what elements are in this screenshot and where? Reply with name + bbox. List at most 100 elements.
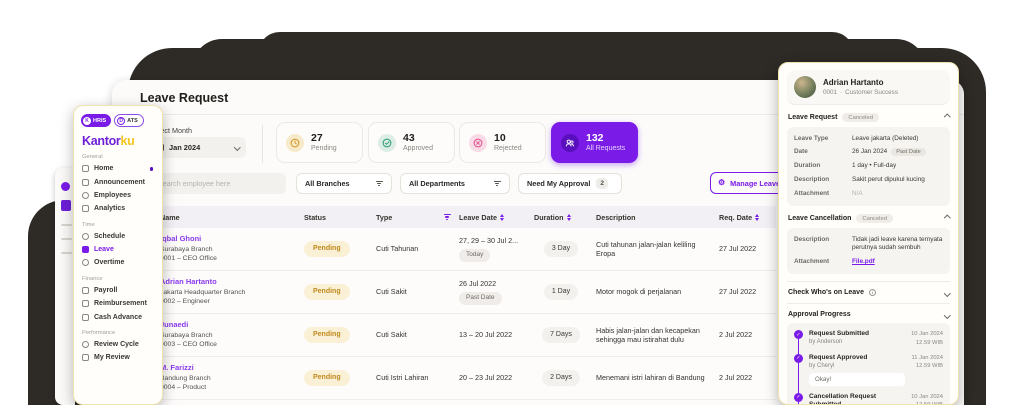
need-my-approval-filter[interactable]: Need My Approval 2: [518, 173, 622, 194]
sidebar-item-review-cycle[interactable]: Review Cycle: [81, 338, 155, 351]
employee-name-link[interactable]: Adrian Hartanto: [160, 277, 217, 287]
column-header-status[interactable]: Status: [304, 212, 326, 222]
section-label: General: [82, 154, 103, 160]
users-icon: [561, 133, 579, 152]
stat-card-pending[interactable]: 27 Pending: [276, 122, 363, 163]
table-row[interactable]: M. Farizzi Bandung Branch 0004 – Product P…: [150, 357, 776, 400]
table-row[interactable]: Adrian Hartanto Jakarta Headquarter Branc…: [150, 271, 776, 314]
approval-progress-header[interactable]: Approval Progress: [788, 311, 950, 319]
step-actor: by Cheryl: [809, 362, 835, 369]
sidebar-item-payroll[interactable]: Payroll: [81, 284, 155, 297]
employee-branch: Jakarta Headquarter Branch: [160, 289, 246, 297]
employee-name-link[interactable]: Junaedi: [160, 320, 189, 330]
employee-name-link[interactable]: M. Farizzi: [160, 363, 194, 373]
hris-logo-icon: K: [83, 116, 91, 125]
leave-type: Cuti Sakit: [376, 287, 407, 297]
date-badge: Today: [459, 249, 491, 262]
step-title: Cancellation Request Submitted: [809, 392, 877, 405]
chevron-up-icon[interactable]: [943, 114, 950, 121]
sidebar-item-announcement[interactable]: Announcement: [81, 175, 155, 188]
duration-badge: 7 Days: [542, 327, 580, 343]
section-label: Finance: [82, 275, 103, 282]
kantorku-logo: Kantorku: [82, 134, 135, 148]
stat-value: 43: [403, 132, 415, 145]
column-header-name[interactable]: Name: [160, 212, 180, 222]
chevron-down-icon[interactable]: [943, 289, 950, 297]
sidebar-item-leave[interactable]: Leave: [81, 243, 155, 256]
month-select[interactable]: Jan 2024: [150, 137, 246, 158]
leave-detail-panel: Adrian Hartanto 0001Customer Success Lea…: [778, 62, 959, 405]
month-select-label: Select Month: [150, 126, 192, 135]
sort-icon[interactable]: [499, 213, 504, 221]
leave-cancellation-section-header[interactable]: Leave Cancellation Canceled: [788, 214, 950, 224]
stat-card-approved[interactable]: 43 Approved: [368, 122, 455, 163]
clock-icon: [82, 232, 89, 240]
sidebar-item-home[interactable]: Home: [81, 162, 155, 175]
timeline-line: [798, 333, 800, 404]
field-label: Attachment: [794, 258, 830, 266]
column-header-description[interactable]: Description: [596, 212, 636, 222]
sidebar-item-my-review[interactable]: My Review: [81, 351, 155, 364]
sort-icon[interactable]: [755, 213, 760, 221]
chevron-up-icon[interactable]: [943, 215, 950, 222]
duration-value: 1 day • Full-day: [852, 162, 897, 170]
request-date: 2 Jul 2022: [719, 373, 753, 383]
occluded-logo-mark: [61, 200, 71, 211]
column-header-duration[interactable]: Duration: [530, 213, 592, 222]
column-header-leave-date[interactable]: Leave Date: [455, 213, 530, 222]
search-input[interactable]: [150, 173, 286, 194]
employee-branch: Surabaya Branch: [160, 246, 213, 254]
employee-id: 0002 – Engineer: [160, 297, 210, 305]
branches-filter[interactable]: All Branches: [296, 173, 392, 194]
sidebar-item-cash-advance[interactable]: Cash Advance: [81, 310, 155, 323]
approval-count-badge: 2: [596, 178, 609, 189]
column-header-req-date[interactable]: Req. Date: [715, 213, 776, 222]
stat-card-rejected[interactable]: 10 Rejected: [459, 122, 546, 163]
wallet-icon: [82, 286, 89, 294]
departments-filter[interactable]: All Departments: [400, 173, 510, 194]
sidebar-item-analytics[interactable]: Analytics: [81, 202, 155, 215]
employee-branch: Surabaya Branch: [160, 332, 213, 340]
stat-card-all-requests[interactable]: 132 All Requests: [551, 122, 638, 163]
receipt-icon: [82, 300, 89, 308]
filter-icon[interactable]: [443, 213, 451, 221]
check-whos-on-leave-header[interactable]: Check Who's on Leave: [788, 289, 950, 297]
ats-toggle-label: ATS: [127, 117, 138, 124]
leave-date: 26 Jul 2022: [459, 279, 497, 289]
sort-icon[interactable]: [566, 213, 571, 221]
employee-name: Adrian Hartanto: [823, 78, 884, 87]
request-date: 27 Jul 2022: [719, 287, 757, 297]
nav-section-finance: Finance Payroll Reimbursement Cash Advan…: [81, 276, 155, 324]
header-divider: [112, 114, 964, 115]
leave-request-details: Leave Type Leave jakarta (Deleted) Date 26…: [787, 127, 950, 207]
column-header-type[interactable]: Type: [372, 213, 455, 222]
leave-request-section-header[interactable]: Leave Request Canceled: [788, 113, 950, 122]
table-row[interactable]: Junaedi Surabaya Branch 0003 – CEO Office …: [150, 314, 776, 357]
status-badge: Pending: [304, 241, 350, 257]
step-date: 10 Jan 2024: [911, 331, 943, 338]
ats-toggle[interactable]: D ATS: [114, 114, 144, 127]
employee-branch: Bandung Branch: [160, 375, 211, 383]
sidebar-item-reimbursement[interactable]: Reimbursement: [81, 297, 155, 310]
chevron-down-icon[interactable]: [943, 311, 950, 319]
month-select-value: Jan 2024: [169, 143, 201, 152]
users-icon: [82, 191, 89, 199]
status-badge: Canceled: [842, 113, 879, 122]
attachment-link[interactable]: File.pdf: [852, 258, 875, 266]
leave-description: Menemani istri lahiran di Bandung: [596, 373, 705, 383]
table-row[interactable]: Iqbal Ghoni Surabaya Branch 0001 – CEO Off…: [150, 228, 776, 271]
sidebar-item-employees[interactable]: Employees: [81, 189, 155, 202]
section-label: Performance: [82, 329, 116, 336]
nav-section-general: General Home Announcement Employees Anal…: [81, 154, 155, 216]
manage-leave-button[interactable]: ⚙ Manage Leave: [710, 172, 790, 194]
sidebar-item-schedule[interactable]: Schedule: [81, 230, 155, 243]
stat-label: Pending: [311, 144, 337, 152]
hris-toggle-label: HRIS: [93, 117, 107, 124]
hris-toggle[interactable]: K HRIS: [81, 114, 112, 127]
stat-label: Rejected: [494, 144, 522, 152]
employee-name-link[interactable]: Iqbal Ghoni: [160, 234, 202, 244]
sidebar-item-overtime[interactable]: Overtime: [81, 256, 155, 269]
section-title: Leave Cancellation: [788, 215, 852, 223]
section-title: Approval Progress: [788, 311, 851, 319]
cancellation-description: Tidak jadi leave karena ternyata perutny…: [852, 235, 943, 252]
